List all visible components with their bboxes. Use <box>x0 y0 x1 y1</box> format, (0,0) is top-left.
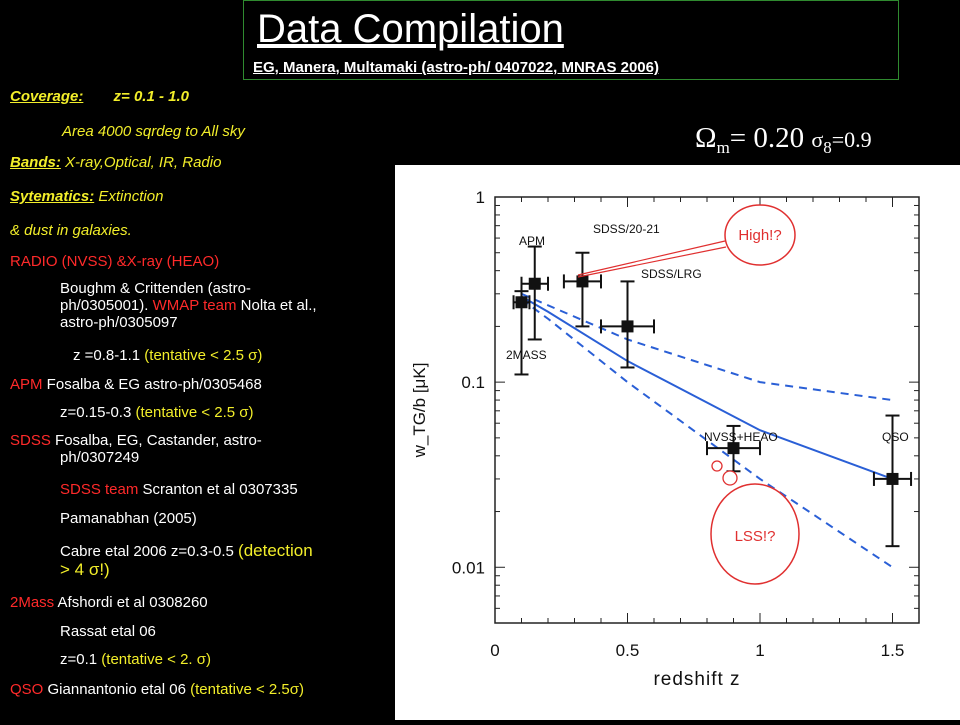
qso-ref: Giannantonio etal 06 <box>43 681 191 698</box>
qso-line: QSO Giannantonio etal 06 (tentative < 2.… <box>10 681 304 698</box>
2mass-ref: Afshordi et al 0308260 <box>54 594 208 611</box>
x-tick-label: 0.5 <box>616 641 640 660</box>
y-axis-label: w_TG/b [μK] <box>410 363 429 459</box>
title-box: Data Compilation EG, Manera, Multamaki (… <box>243 0 899 80</box>
cabre-c: > 4 σ!) <box>60 560 110 579</box>
radio-ref-2b: WMAP team <box>152 297 237 314</box>
lss-annotation: LSS!? <box>735 528 776 545</box>
radio-ref-2a: ph/0305001). <box>60 297 153 314</box>
2mass-z-a: z=0.1 <box>60 651 102 668</box>
pamanabhan-line: Pamanabhan (2005) <box>60 510 197 527</box>
radio-ref-2: ph/0305001). WMAP team Nolta et al., <box>60 297 317 314</box>
cabre-line: Cabre etal 2006 z=0.3-0.5 (detection <box>60 541 313 561</box>
apm-z-line: z=0.15-0.3 (tentative < 2.5 σ) <box>60 404 254 421</box>
data-point <box>515 296 528 309</box>
coverage-line: Coverage: z= 0.1 - 1.0 <box>10 88 189 105</box>
survey-label: APM <box>519 234 545 248</box>
survey-label: SDSS/20-21 <box>593 222 660 236</box>
lss-tail-small <box>711 460 723 472</box>
chart-panel: 0.01 0.1 1 0 0.5 1 1.5 redshift z w_TG/b [μK] APM… <box>395 165 960 720</box>
apm-ref: Fosalba & EG astro-ph/0305468 <box>42 376 262 393</box>
survey-label: SDSS/LRG <box>641 267 702 281</box>
qso-z: (tentative < 2.5σ) <box>190 681 305 698</box>
apm-label: APM <box>10 376 43 393</box>
sigma-value: =0.9 <box>831 127 872 152</box>
sigma-symbol: σ <box>811 127 824 152</box>
coverage-value: z= 0.1 - 1.0 <box>113 88 189 105</box>
sdss-line: SDSS Fosalba, EG, Castander, astro- <box>10 432 262 449</box>
systematics-value: Extinction <box>94 188 164 205</box>
high-pointer-2 <box>577 246 727 278</box>
x-tick-label: 1 <box>755 641 764 660</box>
lss-bubble <box>710 483 800 585</box>
survey-label: 2MASS <box>506 348 547 362</box>
lss-tail-medium <box>722 470 738 486</box>
area-line: Area 4000 sqrdeg to All sky <box>62 123 245 140</box>
data-point <box>528 277 541 290</box>
survey-label: NVSS+HEAO <box>704 430 778 444</box>
radio-z-line: z =0.8-1.1 (tentative < 2.5 σ) <box>73 347 262 364</box>
omega-symbol: Ω <box>695 122 717 154</box>
radio-ref-2c: Nolta et al., <box>236 297 317 314</box>
radio-heading: RADIO (NVSS) &X-ray (HEAO) <box>10 253 220 270</box>
data-point <box>727 442 740 455</box>
model-band-upper <box>521 292 893 402</box>
radio-ref-1: Boughm & Crittenden (astro- <box>60 280 251 297</box>
bands-value: X-ray,Optical, IR, Radio <box>60 154 222 171</box>
data-point <box>886 472 899 485</box>
omega-sub: m <box>716 138 730 157</box>
apm-z-a: z=0.15-0.3 <box>60 404 136 421</box>
high-annotation: High!? <box>738 227 781 244</box>
y-tick-label: 0.01 <box>452 558 485 577</box>
high-bubble <box>724 204 796 266</box>
2mass-z-b: (tentative < 2. σ) <box>101 651 212 668</box>
sdss-ref-1: Fosalba, EG, Castander, astro- <box>50 432 262 449</box>
systematics-line: Sytematics: Extinction <box>10 188 163 205</box>
coverage-label: Coverage: <box>10 88 84 105</box>
2mass-line: 2Mass Afshordi et al 0308260 <box>10 594 208 611</box>
apm-z-b: (tentative < 2.5 σ) <box>135 404 254 421</box>
chart-svg: 0.01 0.1 1 0 0.5 1 1.5 redshift z w_TG/b [μK] APM… <box>410 188 920 690</box>
model-band-lower <box>520 298 894 569</box>
high-pointer-1 <box>577 240 726 276</box>
cabre-b: (detection <box>238 541 313 560</box>
radio-z-b: (tentative < 2.5 σ) <box>144 347 263 364</box>
systematics-label: Sytematics: <box>10 188 95 205</box>
x-tick-label: 0 <box>490 641 499 660</box>
omega-value: = 0.20 <box>729 122 812 154</box>
sigma-sub: 8 <box>823 138 832 157</box>
bands-label: Bands: <box>10 154 61 171</box>
plot-frame <box>494 196 920 624</box>
2mass-label: 2Mass <box>10 594 55 611</box>
radio-ref-3: astro-ph/0305097 <box>60 314 178 331</box>
x-tick-label: 1.5 <box>881 641 905 660</box>
page-subtitle: EG, Manera, Multamaki (astro-ph/ 0407022… <box>253 59 659 76</box>
qso-label: QSO <box>10 681 44 698</box>
cosmology-params: Ωm= 0.20 σ8=0.9 <box>695 122 872 157</box>
cabre-a: Cabre etal 2006 z=0.3-0.5 <box>60 543 239 560</box>
y-tick-label: 1 <box>476 188 485 207</box>
sdss-label: SDSS <box>10 432 51 449</box>
sdss-team-ref: Scranton et al 0307335 <box>138 481 298 498</box>
x-axis-label: redshift z <box>653 669 740 690</box>
survey-label: QSO <box>882 430 909 444</box>
page-title: Data Compilation <box>257 7 564 51</box>
data-point <box>621 320 634 333</box>
2mass-z-line: z=0.1 (tentative < 2. σ) <box>60 651 211 668</box>
sdss-ref-2: ph/0307249 <box>60 449 140 466</box>
data-point <box>576 275 589 288</box>
apm-line: APM Fosalba & EG astro-ph/0305468 <box>10 376 262 393</box>
rassat-line: Rassat etal 06 <box>60 623 156 640</box>
dust-line: & dust in galaxies. <box>10 222 132 239</box>
bands-line: Bands: X-ray,Optical, IR, Radio <box>10 154 221 171</box>
sdss-team-line: SDSS team Scranton et al 0307335 <box>60 481 298 498</box>
y-tick-label: 0.1 <box>461 373 485 392</box>
radio-z-a: z =0.8-1.1 <box>73 347 145 364</box>
sdss-team-label: SDSS team <box>60 481 139 498</box>
